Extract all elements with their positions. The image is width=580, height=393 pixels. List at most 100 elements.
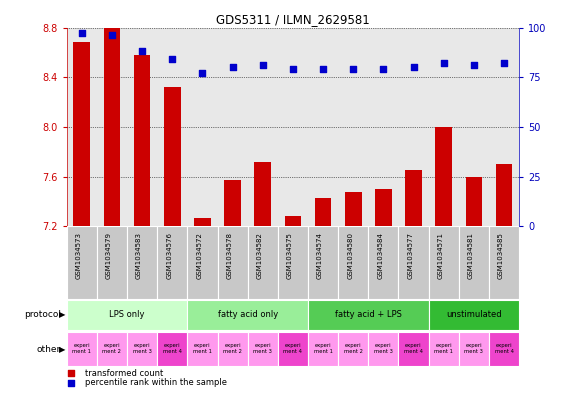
Bar bbox=[285, 217, 301, 226]
Text: ▶: ▶ bbox=[59, 345, 66, 354]
Text: GSM1034574: GSM1034574 bbox=[317, 232, 323, 279]
FancyBboxPatch shape bbox=[429, 332, 459, 366]
Bar bbox=[466, 177, 482, 226]
Point bbox=[439, 60, 448, 66]
FancyBboxPatch shape bbox=[127, 226, 157, 299]
FancyBboxPatch shape bbox=[67, 332, 97, 366]
FancyBboxPatch shape bbox=[398, 332, 429, 366]
Text: experi
ment 2: experi ment 2 bbox=[103, 343, 121, 354]
Point bbox=[318, 66, 328, 72]
Point bbox=[67, 380, 76, 386]
FancyBboxPatch shape bbox=[338, 332, 368, 366]
Text: experi
ment 3: experi ment 3 bbox=[253, 343, 272, 354]
Bar bbox=[164, 87, 180, 226]
Text: GSM1034573: GSM1034573 bbox=[76, 232, 82, 279]
Point bbox=[409, 64, 418, 70]
FancyBboxPatch shape bbox=[398, 226, 429, 299]
Text: GSM1034582: GSM1034582 bbox=[257, 232, 263, 279]
Point bbox=[349, 66, 358, 72]
Point bbox=[137, 48, 147, 55]
FancyBboxPatch shape bbox=[187, 332, 218, 366]
Text: ▶: ▶ bbox=[59, 310, 66, 320]
Text: GSM1034578: GSM1034578 bbox=[227, 232, 233, 279]
Text: experi
ment 3: experi ment 3 bbox=[465, 343, 483, 354]
Bar bbox=[375, 189, 392, 226]
Point bbox=[499, 60, 509, 66]
FancyBboxPatch shape bbox=[489, 332, 519, 366]
Point bbox=[379, 66, 388, 72]
FancyBboxPatch shape bbox=[489, 226, 519, 299]
Text: fatty acid + LPS: fatty acid + LPS bbox=[335, 310, 402, 319]
Point bbox=[77, 30, 86, 37]
Bar bbox=[496, 164, 512, 226]
Point bbox=[168, 56, 177, 62]
Text: GSM1034581: GSM1034581 bbox=[468, 232, 474, 279]
Bar bbox=[74, 42, 90, 226]
Bar bbox=[405, 171, 422, 226]
Text: experi
ment 1: experi ment 1 bbox=[314, 343, 332, 354]
Text: experi
ment 2: experi ment 2 bbox=[344, 343, 362, 354]
FancyBboxPatch shape bbox=[157, 226, 187, 299]
Text: experi
ment 2: experi ment 2 bbox=[223, 343, 242, 354]
Bar bbox=[194, 218, 211, 226]
Point bbox=[67, 370, 76, 376]
Text: GSM1034584: GSM1034584 bbox=[378, 232, 383, 279]
FancyBboxPatch shape bbox=[97, 226, 127, 299]
Bar bbox=[104, 28, 120, 226]
FancyBboxPatch shape bbox=[157, 332, 187, 366]
FancyBboxPatch shape bbox=[278, 332, 308, 366]
Point bbox=[258, 62, 267, 68]
Bar bbox=[224, 180, 241, 226]
Text: GSM1034583: GSM1034583 bbox=[136, 232, 142, 279]
Text: GSM1034576: GSM1034576 bbox=[166, 232, 172, 279]
Text: experi
ment 1: experi ment 1 bbox=[434, 343, 453, 354]
FancyBboxPatch shape bbox=[368, 332, 398, 366]
FancyBboxPatch shape bbox=[187, 300, 308, 330]
Text: GSM1034580: GSM1034580 bbox=[347, 232, 353, 279]
Point bbox=[288, 66, 298, 72]
Bar bbox=[345, 191, 361, 226]
Text: experi
ment 4: experi ment 4 bbox=[284, 343, 302, 354]
Bar bbox=[255, 162, 271, 226]
FancyBboxPatch shape bbox=[127, 332, 157, 366]
FancyBboxPatch shape bbox=[218, 226, 248, 299]
Text: protocol: protocol bbox=[24, 310, 61, 320]
Text: fatty acid only: fatty acid only bbox=[218, 310, 278, 319]
FancyBboxPatch shape bbox=[368, 226, 398, 299]
FancyBboxPatch shape bbox=[338, 226, 368, 299]
Text: experi
ment 4: experi ment 4 bbox=[404, 343, 423, 354]
Bar bbox=[134, 55, 150, 226]
Point bbox=[198, 70, 207, 76]
FancyBboxPatch shape bbox=[248, 226, 278, 299]
Text: unstimulated: unstimulated bbox=[446, 310, 502, 319]
FancyBboxPatch shape bbox=[278, 226, 308, 299]
Point bbox=[228, 64, 237, 70]
FancyBboxPatch shape bbox=[218, 332, 248, 366]
Text: GSM1034572: GSM1034572 bbox=[197, 232, 202, 279]
FancyBboxPatch shape bbox=[459, 332, 489, 366]
FancyBboxPatch shape bbox=[248, 332, 278, 366]
FancyBboxPatch shape bbox=[187, 226, 218, 299]
Text: experi
ment 3: experi ment 3 bbox=[374, 343, 393, 354]
Text: experi
ment 1: experi ment 1 bbox=[72, 343, 91, 354]
FancyBboxPatch shape bbox=[429, 226, 459, 299]
Text: LPS only: LPS only bbox=[109, 310, 145, 319]
FancyBboxPatch shape bbox=[459, 226, 489, 299]
Text: GSM1034579: GSM1034579 bbox=[106, 232, 112, 279]
FancyBboxPatch shape bbox=[429, 300, 519, 330]
Text: experi
ment 1: experi ment 1 bbox=[193, 343, 212, 354]
Text: GSM1034577: GSM1034577 bbox=[408, 232, 414, 279]
Text: experi
ment 4: experi ment 4 bbox=[495, 343, 513, 354]
Text: percentile rank within the sample: percentile rank within the sample bbox=[85, 378, 227, 387]
Bar bbox=[436, 127, 452, 226]
FancyBboxPatch shape bbox=[308, 226, 338, 299]
Title: GDS5311 / ILMN_2629581: GDS5311 / ILMN_2629581 bbox=[216, 13, 370, 26]
Point bbox=[469, 62, 478, 68]
Bar bbox=[315, 198, 331, 226]
Text: other: other bbox=[37, 345, 61, 354]
Text: transformed count: transformed count bbox=[85, 369, 163, 378]
Text: experi
ment 4: experi ment 4 bbox=[163, 343, 182, 354]
FancyBboxPatch shape bbox=[308, 332, 338, 366]
FancyBboxPatch shape bbox=[67, 226, 97, 299]
FancyBboxPatch shape bbox=[97, 332, 127, 366]
